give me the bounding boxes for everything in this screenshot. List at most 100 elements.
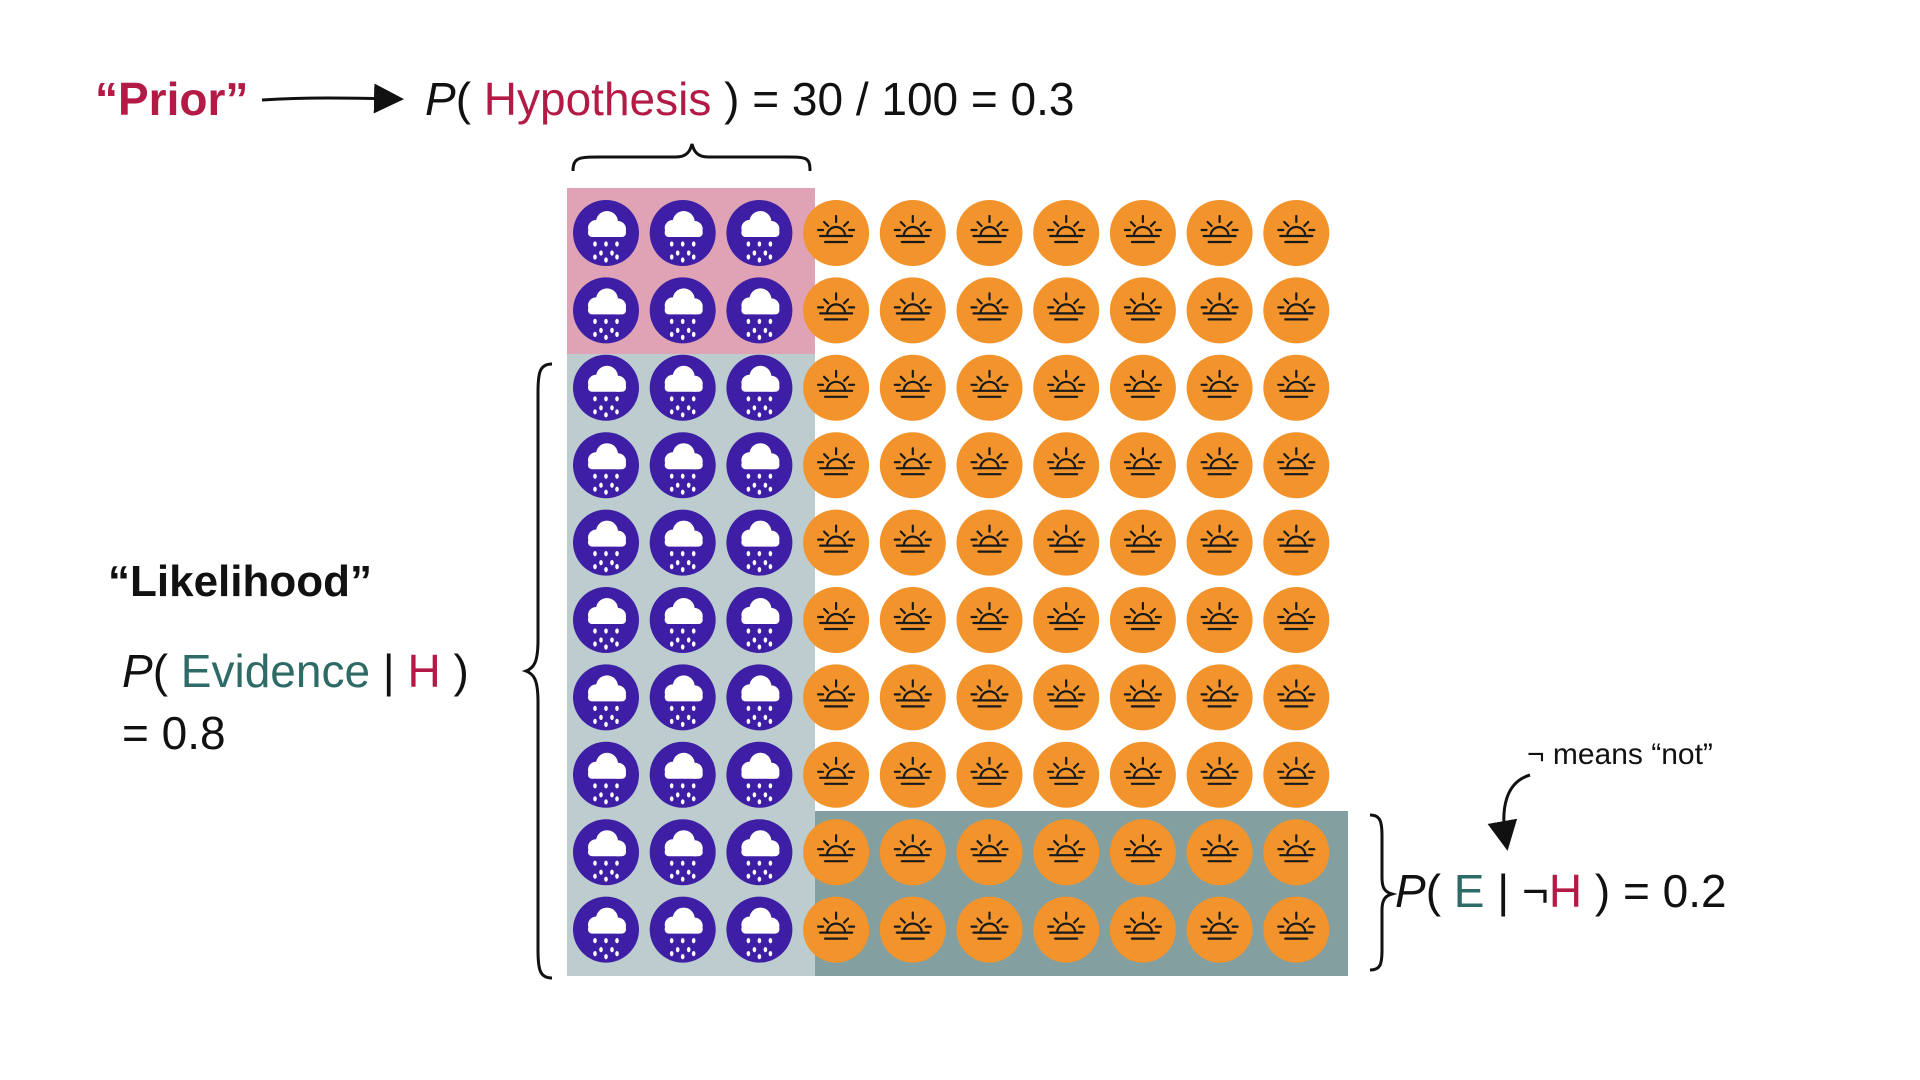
sunrise-icon [1263,432,1330,499]
sunrise-icon [1186,200,1253,266]
sunrise-icon [1109,587,1176,653]
rain-cloud-icon [726,277,793,344]
sunrise-icon [1186,741,1253,808]
sunrise-icon [1033,200,1100,266]
rain-cloud-icon [649,354,716,421]
probability-symbol: P [1395,865,1426,917]
sunrise-icon [879,741,946,808]
given-bar: | [370,645,408,697]
sunrise-icon [1033,354,1100,421]
rain-cloud-icon [649,509,716,576]
equation-open-paren: ( [1425,865,1454,917]
sunrise-icon [1186,896,1253,963]
rain-cloud-icon [649,587,716,653]
outcome-grid [573,200,1330,963]
rain-cloud-icon [573,587,639,653]
rain-cloud-icon [573,819,639,886]
sunrise-icon [956,432,1023,499]
sunrise-icon [1109,741,1176,808]
sunrise-icon [1263,819,1330,886]
not-hypothesis-brace-icon [1369,813,1398,972]
sunrise-icon [879,587,946,653]
sunrise-icon [803,509,870,576]
sunrise-icon [1186,664,1253,731]
sunrise-icon [1186,819,1253,886]
rain-cloud-icon [726,664,793,731]
sunrise-icon [803,587,870,653]
sunrise-icon [956,277,1023,344]
rain-cloud-icon [573,896,639,963]
sunrise-icon [956,509,1023,576]
sunrise-icon [1109,819,1176,886]
rain-cloud-icon [726,509,793,576]
given-not-bar: | ¬ [1484,865,1549,917]
rain-cloud-icon [649,896,716,963]
sunrise-icon [1109,200,1176,266]
hypothesis-brace-icon [571,143,812,172]
rain-cloud-icon [649,277,716,344]
sunrise-icon [956,664,1023,731]
equation-open-paren: ( [152,645,181,697]
sunrise-icon [1263,200,1330,266]
sunrise-icon [956,896,1023,963]
hypothesis-term: Hypothesis [483,73,712,125]
sunrise-icon [1109,277,1176,344]
means-not-arrow-icon [1487,773,1531,851]
sunrise-icon [1186,354,1253,421]
sunrise-icon [956,354,1023,421]
hypothesis-term: H [407,645,441,697]
sunrise-icon [803,896,870,963]
sunrise-icon [879,277,946,344]
rain-cloud-icon [573,741,639,808]
rain-cloud-icon [726,432,793,499]
rain-cloud-icon [573,354,639,421]
sunrise-icon [879,896,946,963]
sunrise-icon [1033,664,1100,731]
sunrise-icon [803,200,870,266]
sunrise-icon [1033,277,1100,344]
sunrise-icon [1033,587,1100,653]
sunrise-icon [1109,664,1176,731]
sunrise-icon [956,819,1023,886]
sunrise-icon [879,509,946,576]
prior-label: “Prior” [95,73,249,125]
sunrise-icon [803,664,870,731]
rain-cloud-icon [726,896,793,963]
sunrise-icon [956,200,1023,266]
rain-cloud-icon [726,741,793,808]
sunrise-icon [879,200,946,266]
rain-cloud-icon [726,819,793,886]
sunrise-icon [1263,354,1330,421]
rain-cloud-icon [573,509,639,576]
rain-cloud-icon [649,664,716,731]
sunrise-icon [1186,277,1253,344]
sunrise-icon [879,432,946,499]
rain-cloud-icon [573,200,639,266]
sunrise-icon [803,277,870,344]
sunrise-icon [1263,664,1330,731]
likelihood-brace-icon [521,362,553,980]
equation-open-paren: ( [455,73,484,125]
evidence-term: E [1453,865,1485,917]
rain-cloud-icon [649,741,716,808]
rain-cloud-icon [726,587,793,653]
probability-symbol: P [425,73,456,125]
sunrise-icon [1109,354,1176,421]
sunrise-icon [1186,432,1253,499]
sunrise-icon [1263,277,1330,344]
sunrise-icon [879,819,946,886]
likelihood-equation: P( Evidence | H ) [122,648,469,694]
sunrise-icon [803,354,870,421]
rain-cloud-icon [573,664,639,731]
sunrise-icon [1109,432,1176,499]
sunrise-icon [879,664,946,731]
rain-cloud-icon [726,200,793,266]
sunrise-icon [1033,509,1100,576]
sunrise-icon [956,741,1023,808]
equation-close-paren: ) [440,645,469,697]
sunrise-icon [1033,896,1100,963]
sunrise-icon [1263,741,1330,808]
rain-cloud-icon [573,277,639,344]
not-hypothesis-equation-result: ) = 0.2 [1582,865,1727,917]
